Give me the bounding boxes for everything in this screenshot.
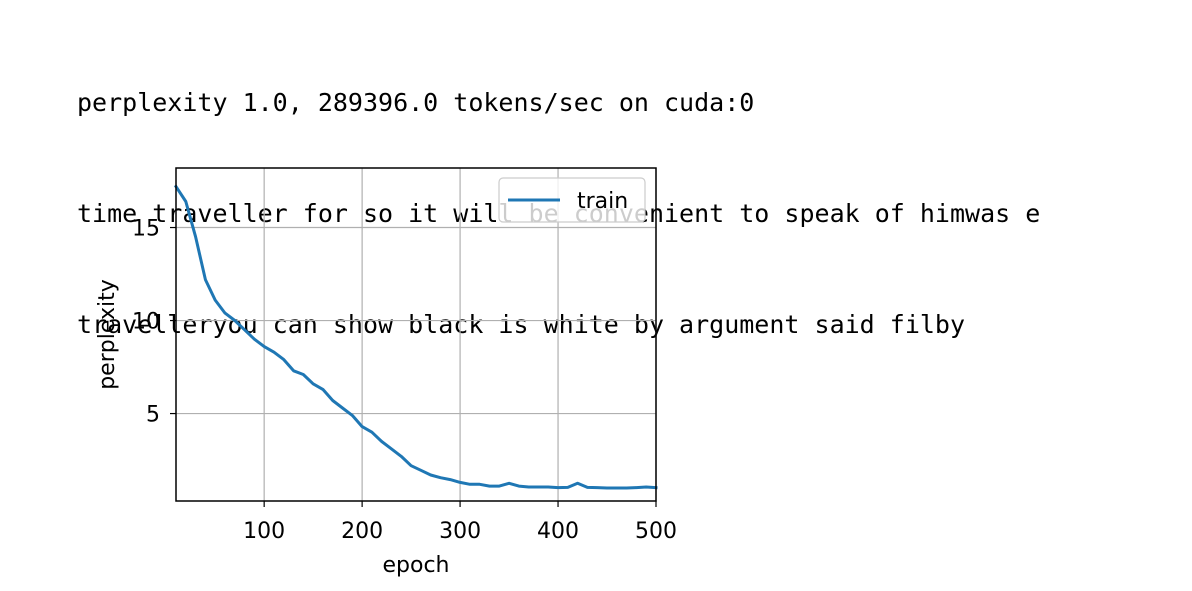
series-line-train bbox=[173, 184, 658, 490]
legend-label-train: train bbox=[577, 189, 628, 214]
console-line-sample-1: time traveller for so it will be conveni… bbox=[77, 199, 1041, 228]
x-axis-label: epoch bbox=[383, 553, 450, 578]
x-tick-label: 500 bbox=[635, 519, 677, 544]
series-layer bbox=[173, 184, 658, 490]
x-tick-label: 300 bbox=[439, 519, 481, 544]
y-tick-label: 15 bbox=[132, 217, 160, 242]
legend: train bbox=[498, 177, 646, 223]
y-tick-label: 5 bbox=[146, 403, 160, 428]
x-tick-label: 100 bbox=[243, 519, 285, 544]
x-tick-label: 400 bbox=[537, 519, 579, 544]
console-output: perplexity 1.0, 289396.0 tokens/sec on c… bbox=[77, 10, 1040, 380]
y-tick-label: 10 bbox=[132, 310, 160, 335]
console-line-sample-2: travelleryou can show black is white by … bbox=[77, 310, 966, 339]
console-line-perplexity: perplexity 1.0, 289396.0 tokens/sec on c… bbox=[77, 88, 755, 117]
tick-layer: 100 200 300 400 500 5 10 15 bbox=[132, 217, 677, 544]
legend-box bbox=[498, 177, 646, 223]
x-tick-label: 200 bbox=[341, 519, 383, 544]
axes-frame bbox=[175, 167, 657, 502]
y-axis-label: perplexity bbox=[95, 279, 120, 390]
